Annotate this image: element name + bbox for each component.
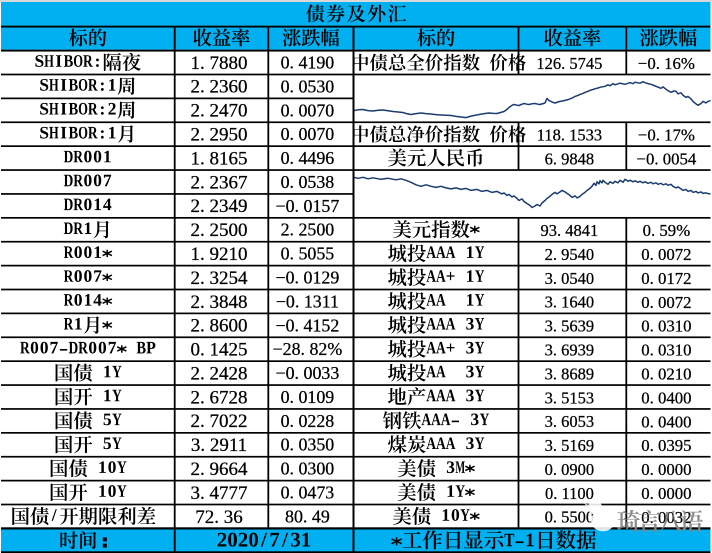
svg-text:0. 0000: 0. 0000 [641, 460, 691, 479]
svg-text:0. 0310: 0. 0310 [641, 341, 691, 360]
svg-text:0. 1425: 0. 1425 [191, 340, 248, 361]
svg-text:0. 0109: 0. 0109 [281, 387, 335, 407]
svg-text:2. 2470: 2. 2470 [191, 101, 248, 122]
svg-text:0. 0210: 0. 0210 [641, 365, 691, 384]
svg-text:−0. 17%: −0. 17% [638, 126, 695, 145]
svg-text:3. 6053: 3. 6053 [545, 412, 595, 431]
svg-text:2. 2360: 2. 2360 [191, 77, 248, 98]
svg-text:2. 2349: 2. 2349 [191, 196, 248, 217]
svg-text:2. 2367: 2. 2367 [191, 172, 248, 193]
svg-text:1. 9210: 1. 9210 [191, 244, 248, 265]
svg-text:0. 0070: 0. 0070 [281, 124, 335, 144]
svg-text:−0. 4152: −0. 4152 [276, 315, 340, 335]
svg-text:−0. 0157: −0. 0157 [276, 196, 340, 216]
svg-text:3. 2911: 3. 2911 [191, 435, 247, 456]
svg-text:0. 5055: 0. 5055 [281, 244, 335, 264]
svg-text:0. 0072: 0. 0072 [641, 293, 691, 312]
svg-text:−0. 1311: −0. 1311 [276, 291, 339, 311]
svg-text:72. 36: 72. 36 [195, 507, 243, 528]
svg-text:0. 0473: 0. 0473 [281, 483, 335, 503]
svg-text:2. 2950: 2. 2950 [191, 125, 248, 146]
svg-text:2. 9664: 2. 9664 [191, 459, 249, 480]
svg-text:3. 4777: 3. 4777 [191, 483, 248, 504]
svg-text:0. 0310: 0. 0310 [641, 317, 691, 336]
svg-text:0. 0072: 0. 0072 [641, 245, 691, 264]
svg-text:0. 0538: 0. 0538 [281, 172, 335, 192]
svg-text:1. 8165: 1. 8165 [191, 148, 248, 169]
svg-text:3. 0540: 3. 0540 [545, 269, 595, 288]
svg-text:2. 6728: 2. 6728 [191, 387, 248, 408]
svg-text:0. 5500: 0. 5500 [545, 508, 595, 527]
svg-text:0. 0530: 0. 0530 [281, 76, 335, 96]
svg-text:3. 5169: 3. 5169 [545, 436, 595, 455]
svg-text:0. 0228: 0. 0228 [281, 411, 335, 431]
svg-text:3. 5153: 3. 5153 [545, 388, 595, 407]
svg-text:−0. 0033: −0. 0033 [276, 363, 340, 383]
svg-text:0. 4496: 0. 4496 [281, 148, 335, 168]
svg-text:2. 2500: 2. 2500 [191, 220, 248, 241]
svg-text:−0. 0129: −0. 0129 [276, 268, 340, 288]
svg-text:0. 0172: 0. 0172 [641, 269, 691, 288]
svg-text:0. 0395: 0. 0395 [641, 436, 691, 455]
svg-text:126. 5745: 126. 5745 [536, 54, 602, 73]
svg-text:0. 0400: 0. 0400 [641, 388, 691, 407]
svg-text:2. 3848: 2. 3848 [191, 292, 248, 313]
svg-text:−0. 0054: −0. 0054 [636, 150, 696, 169]
svg-text:80. 49: 80. 49 [285, 506, 330, 526]
svg-text:2. 2428: 2. 2428 [191, 363, 248, 384]
svg-text:−0. 16%: −0. 16% [638, 54, 695, 73]
svg-text:0. 0900: 0. 0900 [545, 460, 595, 479]
svg-text:0. 4190: 0. 4190 [281, 53, 335, 73]
svg-text:2. 7022: 2. 7022 [191, 411, 248, 432]
svg-text:118. 1533: 118. 1533 [537, 126, 602, 145]
svg-text:0. 1100: 0. 1100 [545, 484, 594, 503]
svg-text:2. 9540: 2. 9540 [545, 245, 595, 264]
svg-text:3. 8689: 3. 8689 [545, 364, 595, 383]
svg-text:0. 0300: 0. 0300 [281, 459, 335, 479]
svg-text:1. 7880: 1. 7880 [191, 53, 248, 74]
svg-text:2. 2500: 2. 2500 [281, 220, 335, 240]
svg-text:3. 5639: 3. 5639 [545, 317, 595, 336]
svg-text:2. 8600: 2. 8600 [191, 316, 248, 337]
svg-text:−28. 82%: −28. 82% [273, 339, 343, 359]
svg-text:6. 9848: 6. 9848 [545, 149, 595, 168]
svg-text:3. 1640: 3. 1640 [545, 293, 595, 312]
svg-text:3. 6939: 3. 6939 [545, 341, 595, 360]
svg-text:0. 0400: 0. 0400 [641, 412, 691, 431]
svg-text:2. 3254: 2. 3254 [191, 268, 249, 289]
svg-text:93. 4841: 93. 4841 [541, 221, 599, 240]
svg-text:0. 0070: 0. 0070 [281, 100, 335, 120]
svg-text:0. 0000: 0. 0000 [641, 484, 691, 503]
svg-text:0. 59%: 0. 59% [643, 221, 691, 240]
svg-text:0. 0350: 0. 0350 [281, 435, 335, 455]
